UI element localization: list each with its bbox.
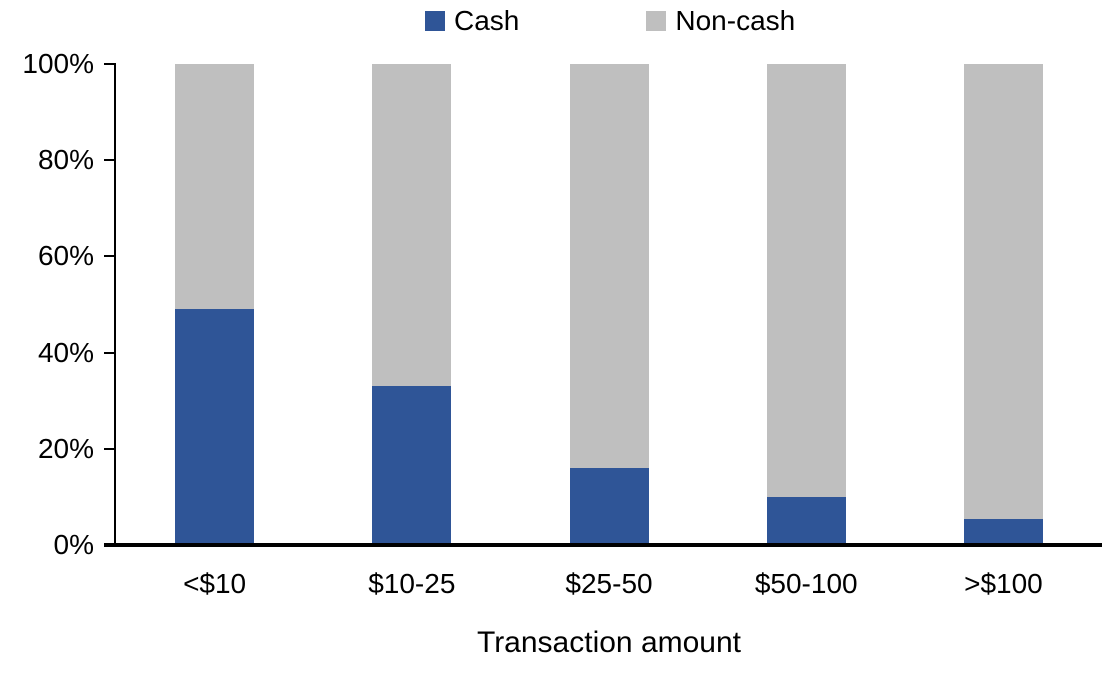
x-axis-tick-label: $50-100 xyxy=(754,568,858,599)
bar-segment-non-cash xyxy=(175,64,255,310)
plot-area xyxy=(116,64,1102,545)
x-axis-tick-labels: <$10 $10-25 $25-50 $50-100 >$100 xyxy=(116,568,1102,600)
bar-slot xyxy=(313,64,510,545)
y-axis-tick xyxy=(104,447,116,450)
y-axis-tick xyxy=(104,159,116,162)
bar-slot xyxy=(510,64,707,545)
y-axis-tick xyxy=(104,351,116,354)
cash-legend-swatch-icon xyxy=(425,11,445,31)
bar-segment-cash xyxy=(372,386,452,545)
stacked-bar xyxy=(175,64,255,545)
bar-segment-cash xyxy=(766,496,846,545)
bar-slot xyxy=(116,64,313,545)
bar-segment-cash xyxy=(569,468,649,545)
bar-segment-non-cash xyxy=(766,64,846,497)
y-axis-tick-label: 20% xyxy=(37,432,94,464)
chart-legend: Cash Non-cash xyxy=(425,7,795,35)
y-axis-tick-label: 0% xyxy=(53,529,94,560)
stacked-bar xyxy=(372,64,452,545)
x-axis-tick-label: $10-25 xyxy=(368,568,456,599)
bar-segment-cash xyxy=(963,518,1043,545)
bar-segment-cash xyxy=(175,309,255,545)
x-axis-line xyxy=(104,543,1102,547)
non-cash-legend-swatch-icon xyxy=(646,11,667,31)
stacked-bar xyxy=(569,64,649,545)
y-axis-tick-label: 60% xyxy=(37,240,94,272)
y-axis-tick-label: 40% xyxy=(37,336,94,368)
stacked-bar xyxy=(963,64,1043,545)
legend-item-cash: Cash xyxy=(425,7,519,35)
bar-slot xyxy=(708,64,905,545)
legend-item-non-cash: Non-cash xyxy=(646,7,795,35)
y-axis-tick xyxy=(104,255,116,258)
legend-label-non-cash: Non-cash xyxy=(675,5,796,36)
y-axis-line xyxy=(114,64,116,545)
bar-segment-non-cash xyxy=(963,64,1043,519)
y-axis-tick-label: 100% xyxy=(22,48,94,79)
legend-label-cash: Cash xyxy=(454,5,520,36)
bar-segment-non-cash xyxy=(569,64,649,469)
x-axis-title: Transaction amount xyxy=(476,626,742,659)
bar-segment-non-cash xyxy=(372,64,452,387)
y-axis-tick xyxy=(104,63,116,65)
x-axis-tick-label: >$100 xyxy=(964,568,1043,599)
x-axis-tick-label: $25-50 xyxy=(565,568,653,599)
y-axis-tick-label: 80% xyxy=(37,144,94,176)
x-axis-tick-label: <$10 xyxy=(183,568,247,599)
bar-slot xyxy=(905,64,1102,545)
stacked-bar xyxy=(766,64,846,545)
